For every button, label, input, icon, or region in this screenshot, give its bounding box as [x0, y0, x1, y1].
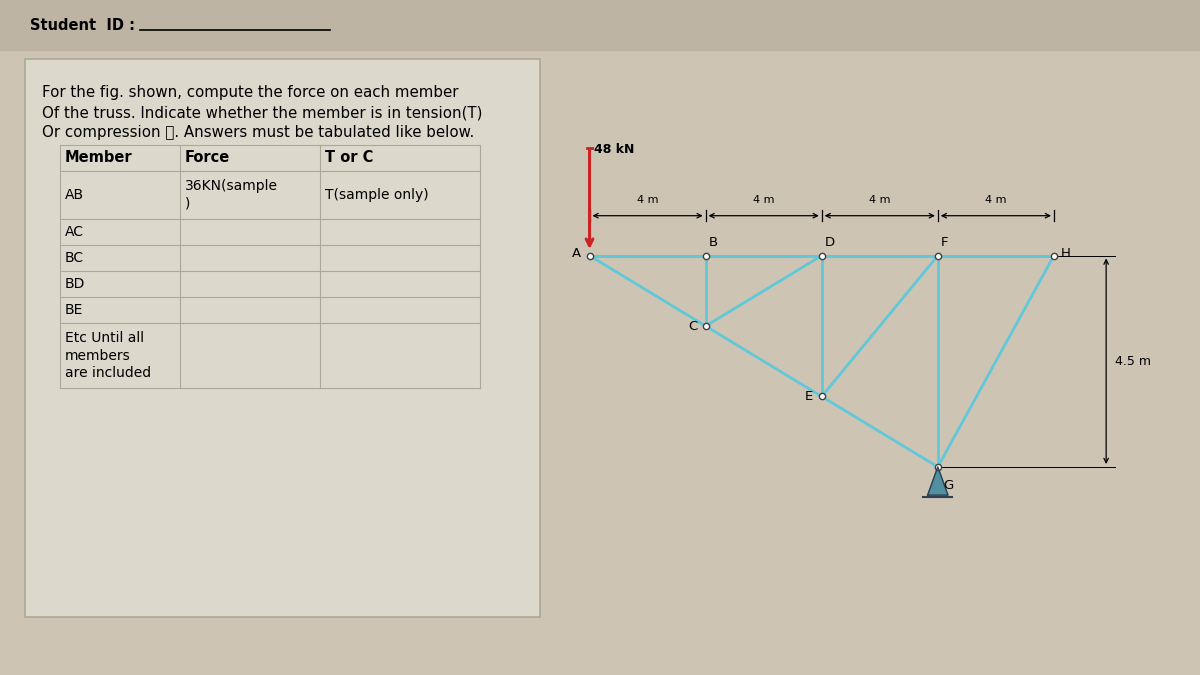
- Text: AB: AB: [65, 188, 84, 202]
- Text: Member: Member: [65, 151, 133, 165]
- Text: BD: BD: [65, 277, 85, 291]
- Text: Or compression ⓨ. Answers must be tabulated like below.: Or compression ⓨ. Answers must be tabula…: [42, 125, 474, 140]
- Text: G: G: [943, 479, 954, 492]
- Text: Etc Until all
members
are included: Etc Until all members are included: [65, 331, 151, 380]
- Text: 48 kN: 48 kN: [594, 143, 635, 156]
- Bar: [25, 59, 540, 617]
- Bar: [60, 271, 480, 297]
- Text: E: E: [804, 390, 812, 403]
- Bar: [60, 323, 480, 388]
- Text: 36KN(sample
): 36KN(sample ): [185, 180, 278, 211]
- Bar: [60, 171, 480, 219]
- Text: F: F: [941, 236, 948, 249]
- Text: T(sample only): T(sample only): [325, 188, 428, 202]
- Text: For the fig. shown, compute the force on each member: For the fig. shown, compute the force on…: [42, 85, 458, 100]
- Text: BE: BE: [65, 303, 83, 317]
- Text: 4 m: 4 m: [752, 195, 774, 205]
- Text: B: B: [708, 236, 718, 249]
- Text: Student  ID :: Student ID :: [30, 18, 134, 34]
- Text: H: H: [1061, 247, 1072, 260]
- Bar: [60, 219, 480, 245]
- Bar: [60, 297, 480, 323]
- Bar: [60, 145, 480, 171]
- Text: AC: AC: [65, 225, 84, 239]
- Text: Of the truss. Indicate whether the member is in tension(T): Of the truss. Indicate whether the membe…: [42, 105, 482, 120]
- Text: C: C: [689, 319, 697, 333]
- Text: Force: Force: [185, 151, 230, 165]
- Text: 4.5 m: 4.5 m: [1115, 355, 1151, 368]
- Polygon shape: [928, 467, 948, 495]
- Text: D: D: [824, 236, 835, 249]
- Text: BC: BC: [65, 251, 84, 265]
- Text: A: A: [572, 247, 581, 260]
- Text: 4 m: 4 m: [869, 195, 890, 205]
- Text: T or C: T or C: [325, 151, 373, 165]
- Text: 4 m: 4 m: [985, 195, 1007, 205]
- Bar: [0, 0, 1200, 50]
- Text: 4 m: 4 m: [637, 195, 659, 205]
- Bar: [60, 245, 480, 271]
